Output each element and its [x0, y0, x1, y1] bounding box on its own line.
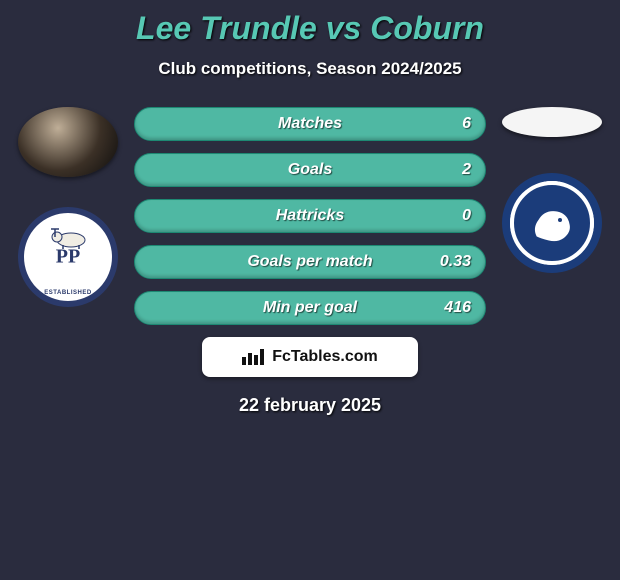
- stat-label: Matches: [135, 115, 485, 133]
- stat-bar-hattricks: Hattricks 0: [134, 199, 486, 233]
- left-player-column: PP ESTABLISHED: [8, 107, 128, 307]
- footer-date: 22 february 2025: [134, 395, 486, 416]
- subtitle: Club competitions, Season 2024/2025: [0, 59, 620, 79]
- lion-icon: [527, 198, 577, 248]
- stat-right-value: 416: [444, 299, 471, 317]
- stat-label: Min per goal: [135, 299, 485, 317]
- comparison-body: PP ESTABLISHED Matches 6 Goals 2 Hattric…: [0, 107, 620, 416]
- stat-right-value: 0: [462, 207, 471, 225]
- crest-text: PP: [56, 246, 80, 269]
- left-player-avatar: [18, 107, 118, 177]
- stat-bar-goals-per-match: Goals per match 0.33: [134, 245, 486, 279]
- brand-label: FcTables.com: [272, 348, 378, 366]
- left-club-crest: PP ESTABLISHED: [18, 207, 118, 307]
- stat-bar-matches: Matches 6: [134, 107, 486, 141]
- stat-right-value: 6: [462, 115, 471, 133]
- stat-bar-min-per-goal: Min per goal 416: [134, 291, 486, 325]
- right-player-column: [492, 107, 612, 273]
- stat-label: Hattricks: [135, 207, 485, 225]
- stat-label: Goals: [135, 161, 485, 179]
- stats-column: Matches 6 Goals 2 Hattricks 0 Goals per …: [128, 107, 492, 416]
- stat-label: Goals per match: [135, 253, 485, 271]
- stat-right-value: 2: [462, 161, 471, 179]
- stat-right-value: 0.33: [440, 253, 471, 271]
- brand-badge[interactable]: FcTables.com: [202, 337, 418, 377]
- crest-subtext: ESTABLISHED: [44, 290, 91, 296]
- page-title: Lee Trundle vs Coburn: [0, 0, 620, 47]
- right-club-crest: [502, 173, 602, 273]
- chart-icon: [242, 349, 266, 365]
- stat-bar-goals: Goals 2: [134, 153, 486, 187]
- right-player-avatar: [502, 107, 602, 137]
